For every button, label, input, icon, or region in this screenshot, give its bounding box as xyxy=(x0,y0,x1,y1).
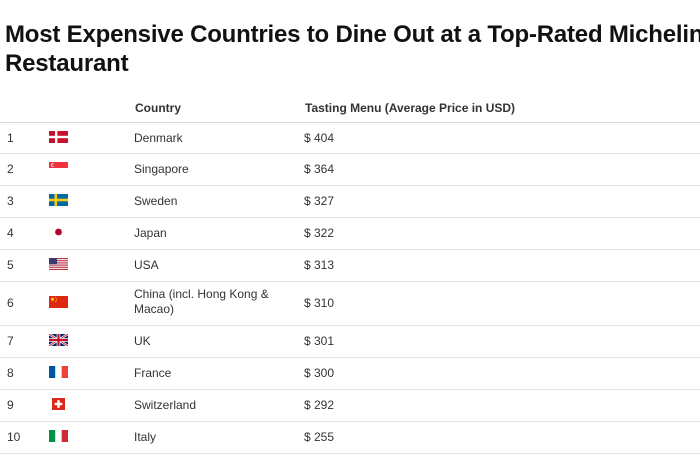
price-cell: $ 322 xyxy=(304,226,335,240)
price-cell: $ 301 xyxy=(304,334,335,348)
price-cell: $ 364 xyxy=(304,162,335,176)
price-cell: $ 255 xyxy=(304,430,335,444)
page-title-line-2: Restaurant xyxy=(5,50,129,77)
page-title: Most Expensive Countries to Dine Out at … xyxy=(5,20,700,78)
rank-cell: 7 xyxy=(7,334,14,348)
rank-cell: 2 xyxy=(7,162,14,176)
price-cell: $ 310 xyxy=(304,296,335,310)
china-flag-icon xyxy=(49,296,68,308)
price-cell: $ 404 xyxy=(304,131,335,145)
rank-cell: 1 xyxy=(7,131,14,145)
japan-flag-icon xyxy=(49,226,68,238)
table-row: 6 China (incl. Hong Kong & Macao) $ 310 xyxy=(0,282,700,326)
country-cell-line-1: China (incl. Hong Kong & xyxy=(134,287,269,301)
denmark-flag-icon xyxy=(49,131,68,143)
singapore-flag-icon xyxy=(49,162,68,174)
country-cell: France xyxy=(134,366,172,380)
country-cell-line-2: Macao) xyxy=(134,302,175,316)
column-header-price: Tasting Menu (Average Price in USD) xyxy=(305,101,516,115)
page-title-line-1: Most Expensive Countries to Dine Out at … xyxy=(5,21,700,48)
price-cell: $ 327 xyxy=(304,194,335,208)
table-row: 1 Denmark $ 404 xyxy=(0,123,700,154)
table-row: 9 Switzerland $ 292 xyxy=(0,390,700,422)
price-cell: $ 313 xyxy=(304,258,335,272)
rank-cell: 10 xyxy=(7,430,21,444)
table-row: 10 Italy $ 255 xyxy=(0,422,700,454)
table-header: Country Tasting Menu (Average Price in U… xyxy=(0,94,700,123)
rank-cell: 5 xyxy=(7,258,14,272)
table-row: 4 Japan $ 322 xyxy=(0,218,700,250)
table-row: 7 UK $ 301 xyxy=(0,326,700,358)
country-cell: Denmark xyxy=(134,131,183,145)
country-cell: Switzerland xyxy=(134,398,197,412)
table-row: 2 Singapore $ 364 xyxy=(0,154,700,186)
price-cell: $ 292 xyxy=(304,398,335,412)
table-row: 3 Sweden $ 327 xyxy=(0,186,700,218)
column-header-country: Country xyxy=(135,101,181,115)
rank-cell: 6 xyxy=(7,296,14,310)
italy-flag-icon xyxy=(49,430,68,442)
country-cell: UK xyxy=(134,334,151,348)
switzerland-flag-icon xyxy=(49,398,68,410)
country-cell: China (incl. Hong Kong & Macao) xyxy=(134,287,269,317)
rank-cell: 8 xyxy=(7,366,14,380)
table-row: 8 France $ 300 xyxy=(0,358,700,390)
france-flag-icon xyxy=(49,366,68,378)
country-cell: Italy xyxy=(134,430,157,444)
country-cell: Japan xyxy=(134,226,167,240)
price-cell: $ 300 xyxy=(304,366,335,380)
usa-flag-icon xyxy=(49,258,68,270)
rank-cell: 3 xyxy=(7,194,14,208)
table-row: 5 USA $ 313 xyxy=(0,250,700,282)
country-cell: USA xyxy=(134,258,159,272)
sweden-flag-icon xyxy=(49,194,68,206)
country-cell: Singapore xyxy=(134,162,189,176)
rank-cell: 4 xyxy=(7,226,14,240)
rank-cell: 9 xyxy=(7,398,14,412)
ranking-table: Country Tasting Menu (Average Price in U… xyxy=(0,94,700,454)
country-cell: Sweden xyxy=(134,194,178,208)
uk-flag-icon xyxy=(49,334,68,346)
